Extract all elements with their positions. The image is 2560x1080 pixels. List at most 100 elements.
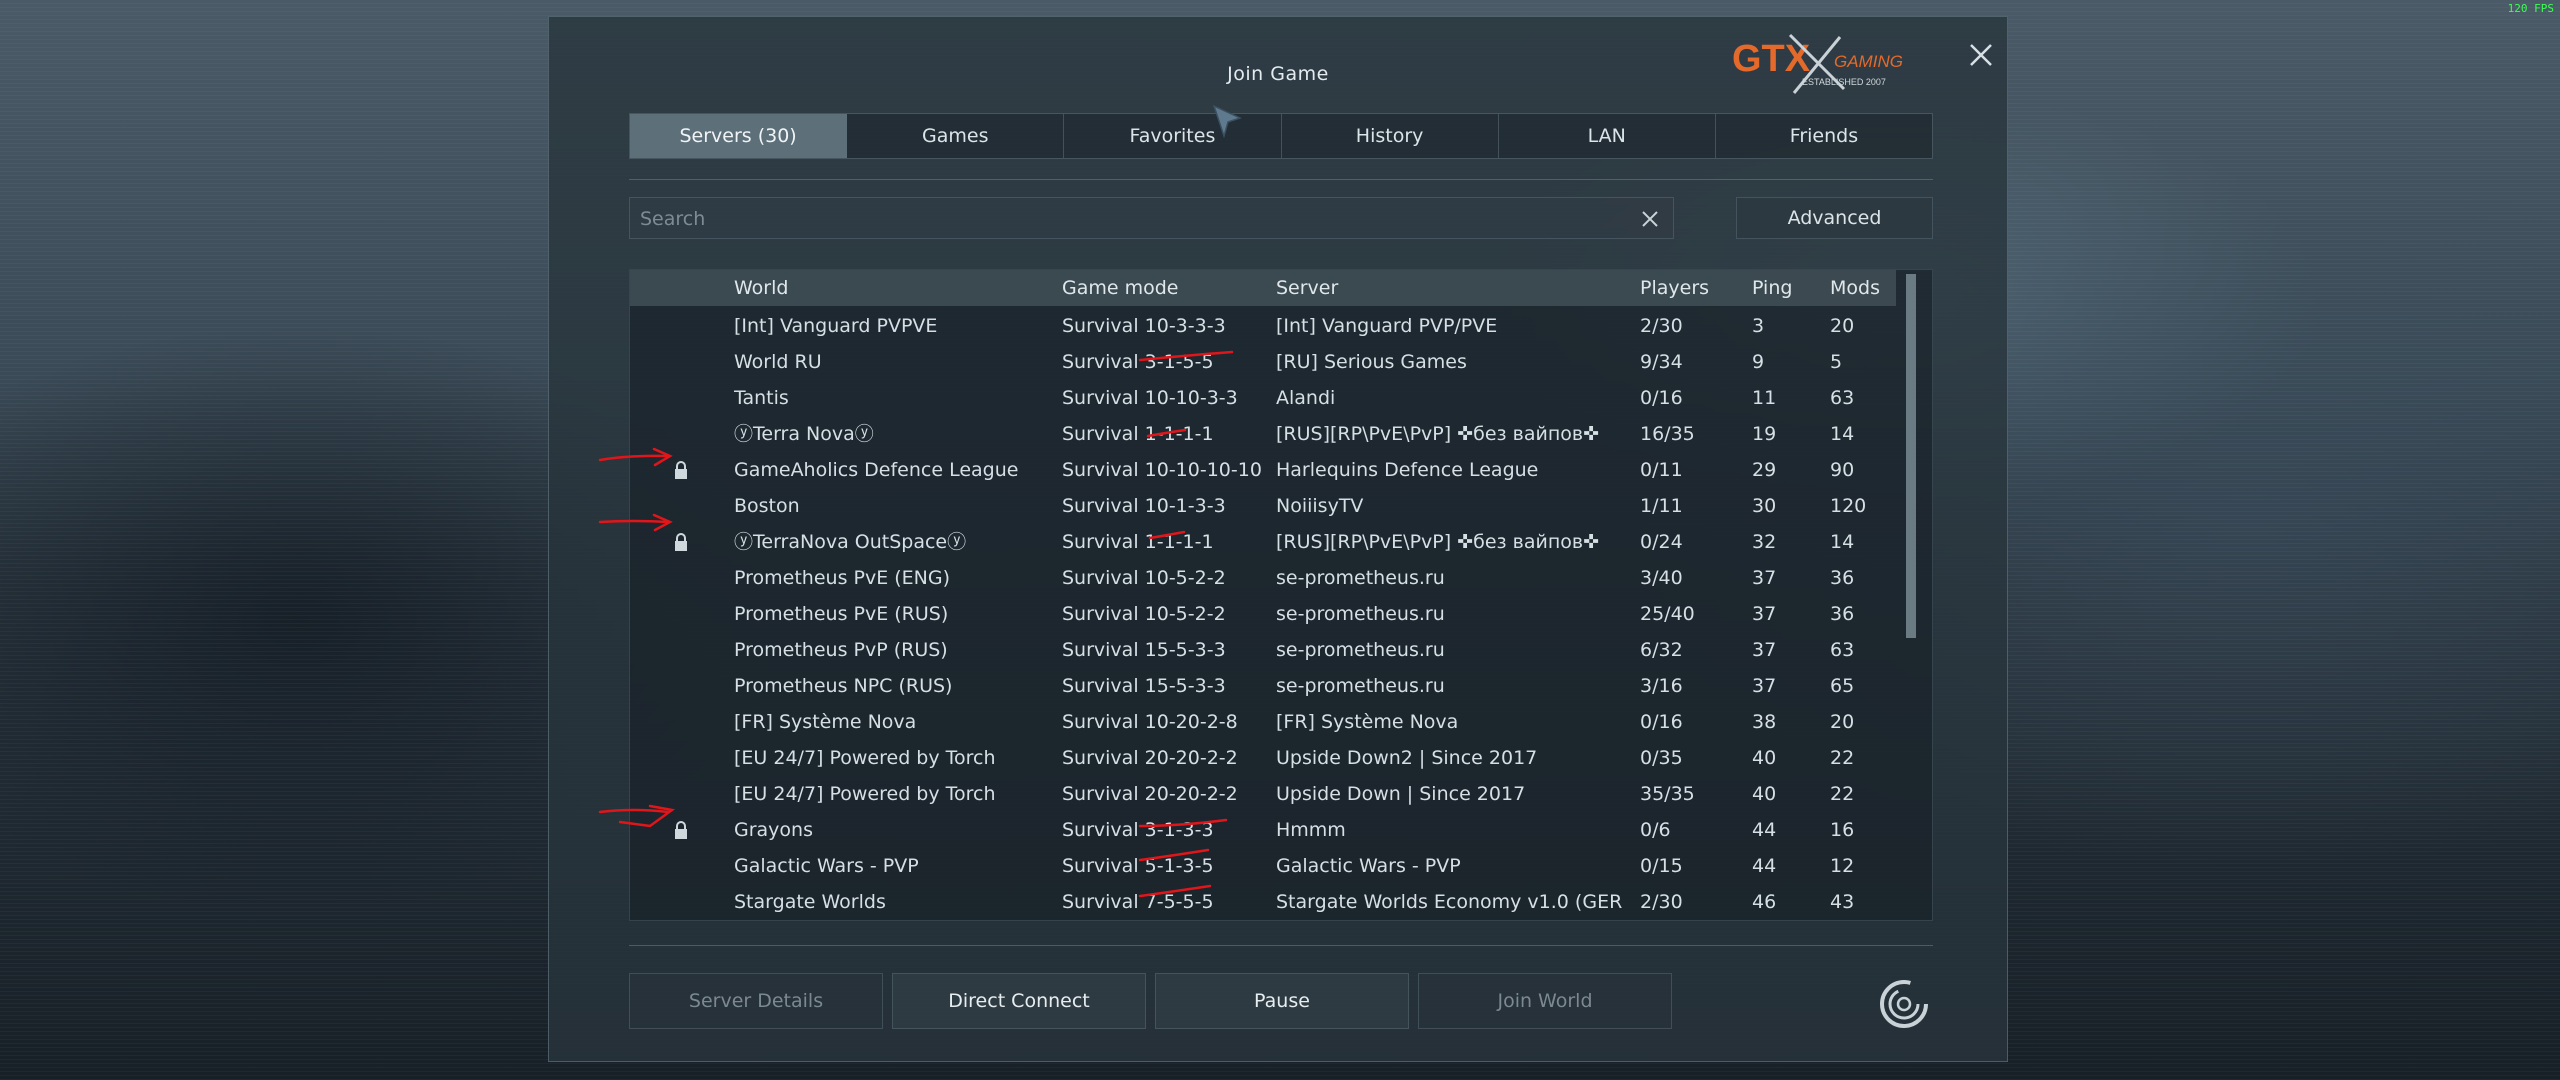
table-row[interactable]: ⓨTerraNova OutSpaceⓨ Survival 1-1-1-1 [RUS… xyxy=(630,524,1896,560)
ping-cell: 29 xyxy=(1752,459,1777,481)
world-cell: [EU 24/7] Powered by Torch xyxy=(734,783,996,805)
server-details-button[interactable]: Server Details xyxy=(629,973,883,1029)
players-cell: 2/30 xyxy=(1640,891,1683,913)
mods-cell: 5 xyxy=(1830,351,1843,373)
column-header-world[interactable]: World xyxy=(734,277,789,299)
tab-history[interactable]: History xyxy=(1282,114,1499,158)
ping-cell: 30 xyxy=(1752,495,1777,517)
server-cell: [RUS][RP\PvE\PvP] ✜без вайпов✜ xyxy=(1276,423,1600,445)
clear-search-icon[interactable] xyxy=(1635,204,1665,234)
table-row[interactable]: Stargate Worlds Survival 7-5-5-5 Stargate … xyxy=(630,884,1896,920)
world-cell: Prometheus PvP (RUS) xyxy=(734,639,948,661)
server-cell: Hmmm xyxy=(1276,819,1346,841)
world-cell: Prometheus NPC (RUS) xyxy=(734,675,953,697)
world-cell: [Int] Vanguard PVPVE xyxy=(734,315,938,337)
world-cell: Boston xyxy=(734,495,800,517)
table-row[interactable]: Prometheus PvP (RUS) Survival 15-5-3-3 se-… xyxy=(630,632,1896,668)
pause-button[interactable]: Pause xyxy=(1155,973,1409,1029)
server-cell: [RUS][RP\PvE\PvP] ✜без вайпов✜ xyxy=(1276,531,1600,553)
table-header: World Game mode Server Players Ping Mods xyxy=(630,270,1896,306)
table-scrollbar[interactable] xyxy=(1904,274,1918,916)
column-header-ping[interactable]: Ping xyxy=(1752,277,1793,299)
players-cell: 3/40 xyxy=(1640,567,1683,589)
lock-icon xyxy=(675,821,687,839)
world-cell: [FR] Système Nova xyxy=(734,711,917,733)
table-row[interactable]: Galactic Wars - PVP Survival 5-1-3-5 Galac… xyxy=(630,848,1896,884)
table-row[interactable]: Prometheus NPC (RUS) Survival 15-5-3-3 se-… xyxy=(630,668,1896,704)
table-row[interactable]: World RU Survival 3-1-5-5 [RU] Serious Gam… xyxy=(630,344,1896,380)
close-icon[interactable] xyxy=(1961,35,2001,75)
mods-cell: 36 xyxy=(1830,567,1855,589)
join-world-button[interactable]: Join World xyxy=(1418,973,1672,1029)
game-mode-cell: Survival 15-5-3-3 xyxy=(1062,639,1226,661)
mods-cell: 12 xyxy=(1830,855,1855,877)
mouse-cursor-icon xyxy=(1212,104,1242,138)
ping-cell: 3 xyxy=(1752,315,1765,337)
mods-cell: 43 xyxy=(1830,891,1855,913)
table-row[interactable]: Boston Survival 10-1-3-3 NoiiisyTV 1/11 30 12… xyxy=(630,488,1896,524)
table-row[interactable]: GameAholics Defence League Survival 10-10… xyxy=(630,452,1896,488)
server-cell: se-prometheus.ru xyxy=(1276,639,1445,661)
server-cell: se-prometheus.ru xyxy=(1276,603,1445,625)
world-cell: Prometheus PvE (ENG) xyxy=(734,567,951,589)
column-header-mods[interactable]: Mods xyxy=(1830,277,1880,299)
direct-connect-button[interactable]: Direct Connect xyxy=(892,973,1146,1029)
table-row[interactable]: [EU 24/7] Powered by Torch Survival 20-20… xyxy=(630,740,1896,776)
game-mode-cell: Survival 1-1-1-1 xyxy=(1062,531,1214,553)
mods-cell: 63 xyxy=(1830,387,1855,409)
table-row[interactable]: Grayons Survival 3-1-3-3 Hmmm 0/6 44 16 xyxy=(630,812,1896,848)
scrollbar-thumb[interactable] xyxy=(1906,274,1916,638)
tab-bar: Servers (30) Games Favorites History LAN… xyxy=(629,113,1933,159)
ping-cell: 44 xyxy=(1752,855,1777,877)
search-input[interactable] xyxy=(630,198,1622,240)
mods-cell: 14 xyxy=(1830,423,1855,445)
table-row[interactable]: [Int] Vanguard PVPVE Survival 10-3-3-3 [In… xyxy=(630,308,1896,344)
game-mode-cell: Survival 20-20-2-2 xyxy=(1062,747,1238,769)
tab-favorites[interactable]: Favorites xyxy=(1064,114,1282,158)
ping-cell: 40 xyxy=(1752,747,1777,769)
tab-games[interactable]: Games xyxy=(847,114,1065,158)
players-cell: 25/40 xyxy=(1640,603,1695,625)
server-table: World Game mode Server Players Ping Mods… xyxy=(629,269,1933,921)
world-cell: Prometheus PvE (RUS) xyxy=(734,603,949,625)
table-row[interactable]: [EU 24/7] Powered by Torch Survival 20-20… xyxy=(630,776,1896,812)
fps-counter: 120 FPS xyxy=(2507,2,2554,15)
players-cell: 6/32 xyxy=(1640,639,1683,661)
game-mode-cell: Survival 15-5-3-3 xyxy=(1062,675,1226,697)
game-mode-cell: Survival 20-20-2-2 xyxy=(1062,783,1238,805)
ping-cell: 40 xyxy=(1752,783,1777,805)
tab-friends[interactable]: Friends xyxy=(1789,125,1859,147)
game-mode-cell: Survival 1-1-1-1 xyxy=(1062,423,1214,445)
game-mode-cell: Survival 10-20-2-8 xyxy=(1062,711,1238,733)
players-cell: 0/6 xyxy=(1640,819,1671,841)
tab-lan[interactable]: LAN xyxy=(1499,114,1716,158)
tab-servers[interactable]: Servers (30) xyxy=(630,114,848,158)
ping-cell: 44 xyxy=(1752,819,1777,841)
table-row[interactable]: ⓨTerra Novaⓨ Survival 1-1-1-1 [RUS][RP\PvE… xyxy=(630,416,1896,452)
table-row[interactable]: [FR] Système Nova Survival 10-20-2-8 [FR] … xyxy=(630,704,1896,740)
mods-cell: 20 xyxy=(1830,711,1855,733)
game-mode-cell: Survival 10-5-2-2 xyxy=(1062,567,1226,589)
mods-cell: 14 xyxy=(1830,531,1855,553)
mods-cell: 65 xyxy=(1830,675,1855,697)
table-row[interactable]: Prometheus PvE (RUS) Survival 10-5-2-2 se-… xyxy=(630,596,1896,632)
ping-cell: 37 xyxy=(1752,567,1777,589)
divider xyxy=(629,179,1933,180)
column-header-game-mode[interactable]: Game mode xyxy=(1062,277,1179,299)
advanced-button[interactable]: Advanced xyxy=(1736,197,1933,239)
game-mode-cell: Survival 3-1-5-5 xyxy=(1062,351,1214,373)
world-cell: Stargate Worlds xyxy=(734,891,886,913)
players-cell: 0/11 xyxy=(1640,459,1683,481)
game-mode-cell: Survival 3-1-3-3 xyxy=(1062,819,1214,841)
ping-cell: 46 xyxy=(1752,891,1777,913)
column-header-players[interactable]: Players xyxy=(1640,277,1710,299)
lock-icon xyxy=(675,461,687,479)
players-cell: 1/11 xyxy=(1640,495,1683,517)
world-cell: GameAholics Defence League xyxy=(734,459,1019,481)
players-cell: 0/16 xyxy=(1640,387,1683,409)
table-row[interactable]: Prometheus PvE (ENG) Survival 10-5-2-2 se-… xyxy=(630,560,1896,596)
table-row[interactable]: Tantis Survival 10-10-3-3 Alandi 0/16 11 63 xyxy=(630,380,1896,416)
players-cell: 2/30 xyxy=(1640,315,1683,337)
column-header-server[interactable]: Server xyxy=(1276,277,1339,299)
ping-cell: 9 xyxy=(1752,351,1765,373)
